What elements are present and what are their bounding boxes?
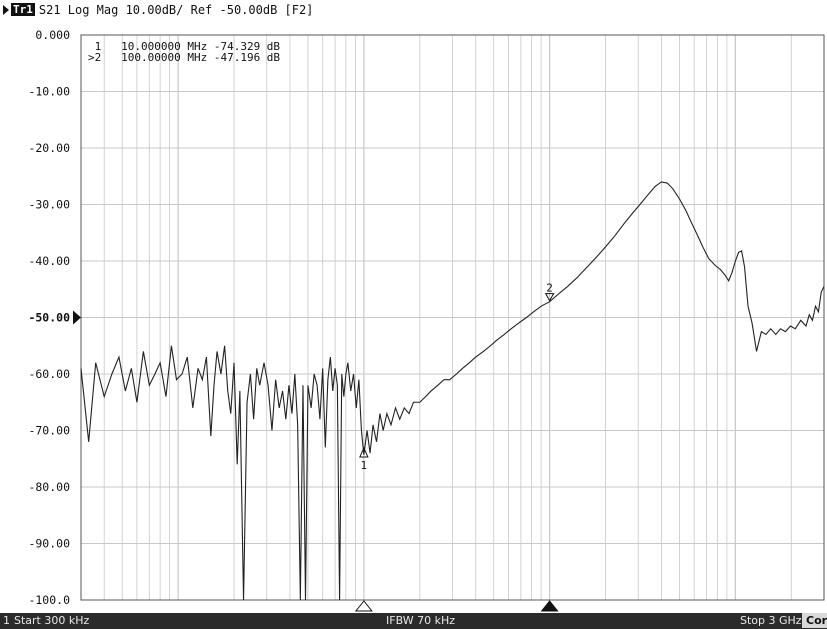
stop-frequency[interactable]: Stop 3 GHz	[740, 614, 802, 627]
y-axis-tick-labels: 0.000 -10.00 -20.00 -30.00 -40.00 -50.00 -60.0…	[28, 28, 70, 607]
reference-level-marker-icon	[73, 310, 81, 325]
y-tick-label: -30.00	[28, 198, 70, 212]
marker-2-readout: >2 100.00000 MHz -47.196 dB	[88, 51, 280, 64]
y-tick-label: 0.000	[35, 28, 70, 42]
s21-log-mag-chart[interactable]: 0.000 -10.00 -20.00 -30.00 -40.00 -50.00 -60.0…	[0, 0, 827, 612]
trace-description[interactable]: S21 Log Mag 10.00dB/ Ref -50.00dB [F2]	[38, 2, 314, 17]
y-tick-label: -70.00	[28, 424, 70, 438]
status-footer: 1 Start 300 kHz IFBW 70 kHz Stop 3 GHz C…	[0, 613, 827, 629]
marker-2-label: 2	[546, 282, 553, 295]
markers-layer: 12	[359, 282, 555, 472]
ifbw-setting[interactable]: IFBW 70 kHz	[386, 614, 456, 627]
y-tick-label: -60.00	[28, 367, 70, 381]
trace-badge[interactable]: Tr1	[11, 3, 35, 16]
marker-readouts: 1 10.000000 MHz -74.329 dB>2 100.00000 M…	[88, 40, 280, 64]
trace-active-arrow-icon	[3, 4, 9, 15]
marker-2-icon	[544, 293, 555, 302]
marker-1-readout: 1 10.000000 MHz -74.329 dB	[88, 40, 280, 53]
marker-1-icon	[359, 446, 369, 458]
y-tick-label: -100.0	[28, 593, 70, 607]
trace-header: Tr1 S21 Log Mag 10.00dB/ Ref -50.00dB [F…	[0, 0, 827, 19]
y-tick-label: -10.00	[28, 85, 70, 99]
trace-1-line[interactable]	[80, 181, 825, 601]
y-tick-label: -40.00	[28, 254, 70, 268]
correction-status-badge[interactable]: Cor	[802, 613, 827, 628]
y-tick-label: -50.00	[28, 311, 70, 325]
y-tick-label: -20.00	[28, 141, 70, 155]
y-tick-label: -90.00	[28, 537, 70, 551]
y-tick-label: -80.00	[28, 480, 70, 494]
marker-1-label: 1	[361, 459, 368, 472]
channel-number[interactable]: 1	[3, 614, 10, 627]
bottom-marker-indicators	[354, 600, 559, 612]
start-frequency[interactable]: Start 300 kHz	[14, 614, 90, 627]
marker-2-axis-indicator-icon	[540, 600, 559, 612]
marker-1-axis-indicator-icon	[354, 600, 373, 612]
